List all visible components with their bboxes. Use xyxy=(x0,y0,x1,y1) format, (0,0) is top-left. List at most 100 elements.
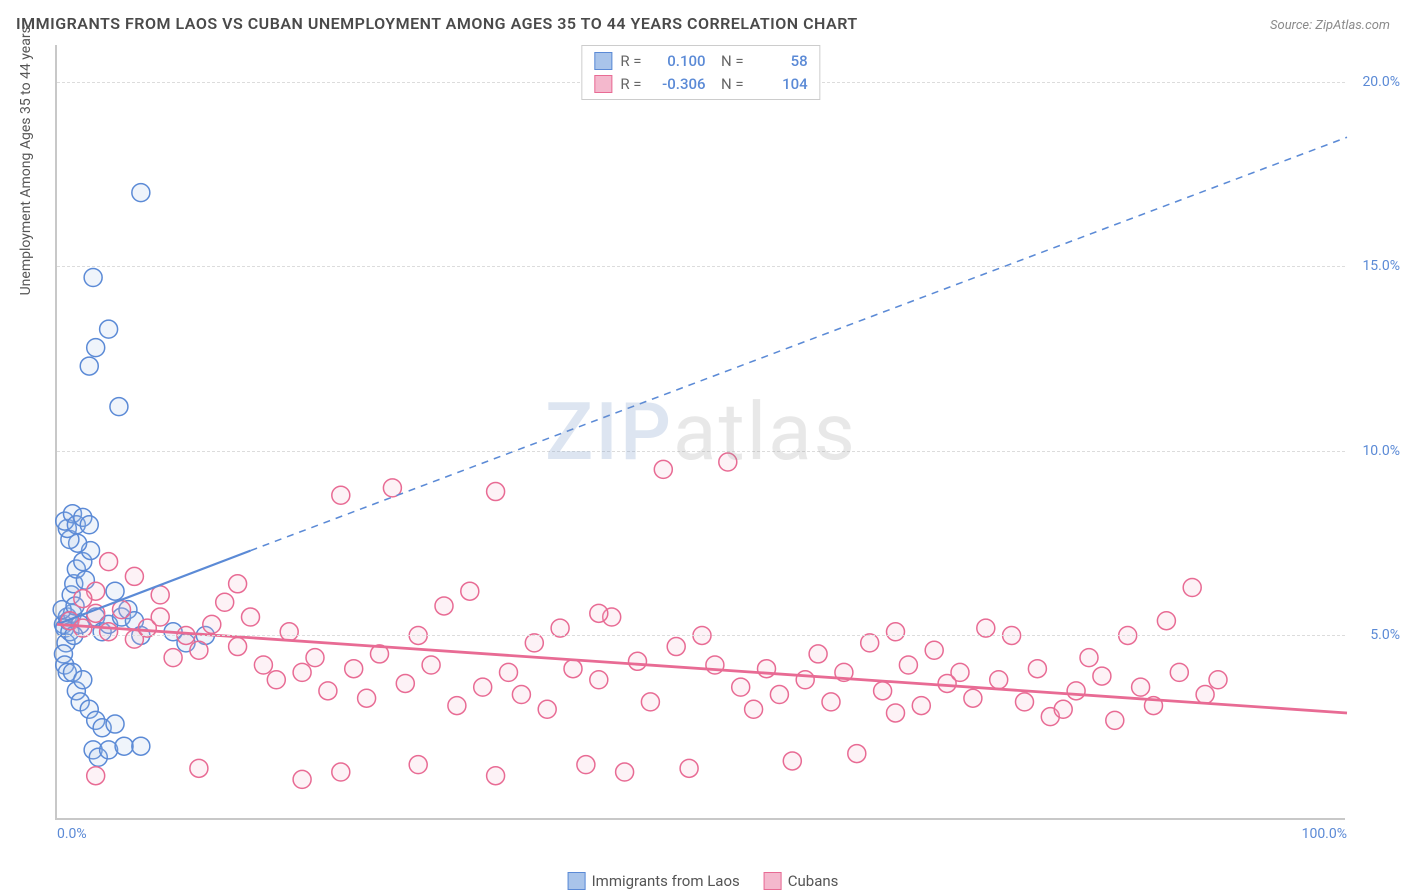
trend-line-dashed xyxy=(251,137,1348,550)
scatter-point xyxy=(132,184,150,202)
scatter-point xyxy=(1196,686,1214,704)
legend: Immigrants from Laos Cubans xyxy=(568,872,839,890)
stats-row-laos: R =0.100 N =58 xyxy=(594,50,807,73)
scatter-point xyxy=(1209,671,1227,689)
scatter-point xyxy=(1170,663,1188,681)
y-tick-label: 5.0% xyxy=(1350,627,1400,643)
scatter-point xyxy=(887,704,905,722)
scatter-point xyxy=(242,608,260,626)
scatter-point xyxy=(1106,711,1124,729)
legend-label-cubans: Cubans xyxy=(788,872,839,890)
scatter-point xyxy=(861,634,879,652)
scatter-point xyxy=(100,553,118,571)
scatter-point xyxy=(422,656,440,674)
legend-item-cubans: Cubans xyxy=(764,872,839,890)
scatter-point xyxy=(132,737,150,755)
scatter-point xyxy=(448,697,466,715)
gridline xyxy=(57,451,1345,452)
scatter-point xyxy=(487,483,505,501)
scatter-point xyxy=(306,649,324,667)
scatter-svg xyxy=(57,45,1345,818)
scatter-point xyxy=(332,763,350,781)
scatter-point xyxy=(229,638,247,656)
legend-swatch-laos xyxy=(568,872,586,890)
scatter-point xyxy=(1183,579,1201,597)
scatter-point xyxy=(564,660,582,678)
scatter-point xyxy=(190,641,208,659)
scatter-point xyxy=(203,615,221,633)
scatter-point xyxy=(1132,678,1150,696)
scatter-point xyxy=(1093,667,1111,685)
scatter-point xyxy=(822,693,840,711)
scatter-point xyxy=(951,663,969,681)
scatter-point xyxy=(332,486,350,504)
scatter-point xyxy=(667,638,685,656)
scatter-point xyxy=(796,671,814,689)
scatter-point xyxy=(74,619,92,637)
scatter-point xyxy=(280,623,298,641)
y-axis-label: Unemployment Among Ages 35 to 44 years xyxy=(18,26,34,295)
scatter-point xyxy=(758,660,776,678)
gridline xyxy=(57,266,1345,267)
scatter-point xyxy=(267,671,285,689)
scatter-point xyxy=(577,756,595,774)
scatter-point xyxy=(80,357,98,375)
scatter-point xyxy=(474,678,492,696)
scatter-point xyxy=(293,770,311,788)
scatter-point xyxy=(87,767,105,785)
scatter-point xyxy=(345,660,363,678)
y-tick-label: 10.0% xyxy=(1350,443,1400,459)
scatter-point xyxy=(84,269,102,287)
y-tick-label: 15.0% xyxy=(1350,258,1400,274)
scatter-point xyxy=(409,756,427,774)
legend-label-laos: Immigrants from Laos xyxy=(592,872,740,890)
scatter-point xyxy=(1080,649,1098,667)
scatter-point xyxy=(216,593,234,611)
scatter-point xyxy=(115,737,133,755)
scatter-point xyxy=(487,767,505,785)
scatter-point xyxy=(125,567,143,585)
legend-swatch-cubans xyxy=(764,872,782,890)
scatter-point xyxy=(512,686,530,704)
stats-row-cubans: R =-0.306 N =104 xyxy=(594,73,807,96)
scatter-point xyxy=(848,745,866,763)
scatter-point xyxy=(887,623,905,641)
scatter-point xyxy=(1054,700,1072,718)
scatter-point xyxy=(925,641,943,659)
scatter-point xyxy=(977,619,995,637)
scatter-point xyxy=(254,656,272,674)
correlation-stats-box: R =0.100 N =58 R =-0.306 N =104 xyxy=(581,45,820,100)
scatter-point xyxy=(538,700,556,718)
legend-item-laos: Immigrants from Laos xyxy=(568,872,740,890)
scatter-point xyxy=(358,689,376,707)
source-label: Source: ZipAtlas.com xyxy=(1270,18,1390,33)
scatter-point xyxy=(190,759,208,777)
gridline xyxy=(57,635,1345,636)
scatter-point xyxy=(110,398,128,416)
scatter-point xyxy=(912,697,930,715)
scatter-point xyxy=(87,339,105,357)
scatter-point xyxy=(680,759,698,777)
scatter-point xyxy=(1157,612,1175,630)
scatter-point xyxy=(964,689,982,707)
y-tick-label: 20.0% xyxy=(1350,74,1400,90)
plot-area: ZIPatlas R =0.100 N =58 R =-0.306 N =104… xyxy=(55,45,1345,820)
scatter-point xyxy=(616,763,634,781)
scatter-point xyxy=(809,645,827,663)
chart-title: IMMIGRANTS FROM LAOS VS CUBAN UNEMPLOYME… xyxy=(16,14,858,33)
scatter-point xyxy=(106,582,124,600)
swatch-cubans xyxy=(594,75,612,93)
scatter-point xyxy=(80,516,98,534)
swatch-laos xyxy=(594,52,612,70)
scatter-point xyxy=(164,649,182,667)
scatter-point xyxy=(590,671,608,689)
scatter-point xyxy=(461,582,479,600)
scatter-point xyxy=(719,453,737,471)
scatter-point xyxy=(874,682,892,700)
scatter-point xyxy=(293,663,311,681)
scatter-point xyxy=(1028,660,1046,678)
scatter-point xyxy=(629,652,647,670)
scatter-point xyxy=(1067,682,1085,700)
scatter-point xyxy=(229,575,247,593)
scatter-point xyxy=(590,604,608,622)
